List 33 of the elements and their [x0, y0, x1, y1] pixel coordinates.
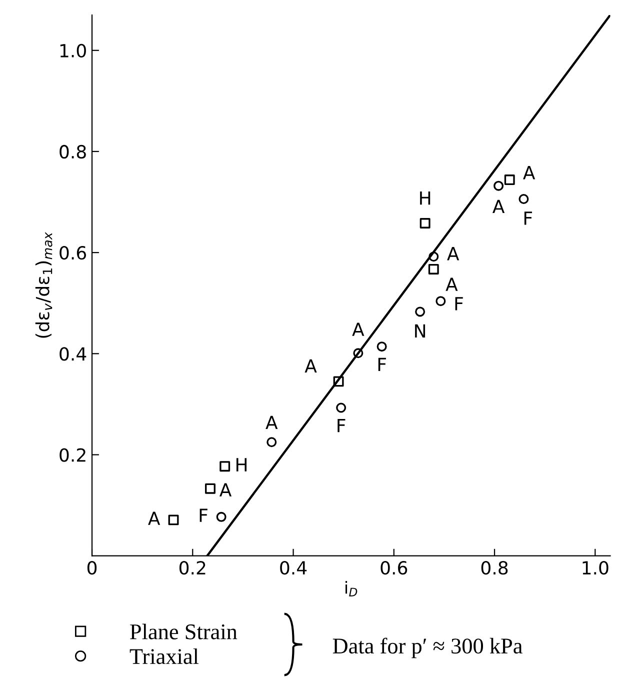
annotation: F — [455, 297, 463, 310]
x-tick-label: 0.4 — [280, 561, 307, 575]
x-tick-label: 0 — [87, 561, 97, 575]
text: Data for p′ ≈ 300 kPa — [332, 638, 522, 658]
annotation: F — [338, 419, 346, 432]
y-tick-label: 0.4 — [60, 347, 86, 361]
y-tick-label: 0.8 — [60, 144, 86, 159]
x-axis-title: i$_{D}$ — [346, 580, 358, 596]
annotation: A — [219, 483, 232, 496]
annotation: H — [236, 458, 247, 472]
annotation: A — [266, 416, 278, 430]
x-tick-label: 0.8 — [481, 561, 508, 575]
y-tick-label: 0.2 — [60, 448, 86, 462]
annotation: A — [446, 278, 458, 291]
x-tick-label: 0.6 — [380, 561, 408, 575]
legend-label: Triaxial — [130, 648, 199, 664]
annotation: A — [523, 166, 536, 180]
x-tick-label: 1.0 — [582, 561, 608, 575]
legend-label: Plane Strain — [130, 624, 238, 640]
annotation: F — [378, 358, 386, 372]
annotation: F — [200, 508, 208, 522]
x-tick-label: 0.2 — [179, 561, 206, 575]
annotation: F — [524, 212, 532, 225]
y-axis-title: (dε$_{v}$/dε$_{1}$)$_{max}$ — [35, 232, 52, 338]
annotation: N — [415, 324, 426, 338]
annotation: A — [492, 200, 505, 214]
annotation: A — [352, 322, 364, 336]
annotation: A — [148, 512, 160, 525]
annotation: A — [304, 359, 317, 373]
annotation: H — [420, 191, 430, 205]
y-tick-label: 0.6 — [60, 246, 86, 260]
y-tick-label: 1.0 — [60, 44, 86, 58]
annotation: A — [447, 247, 460, 260]
